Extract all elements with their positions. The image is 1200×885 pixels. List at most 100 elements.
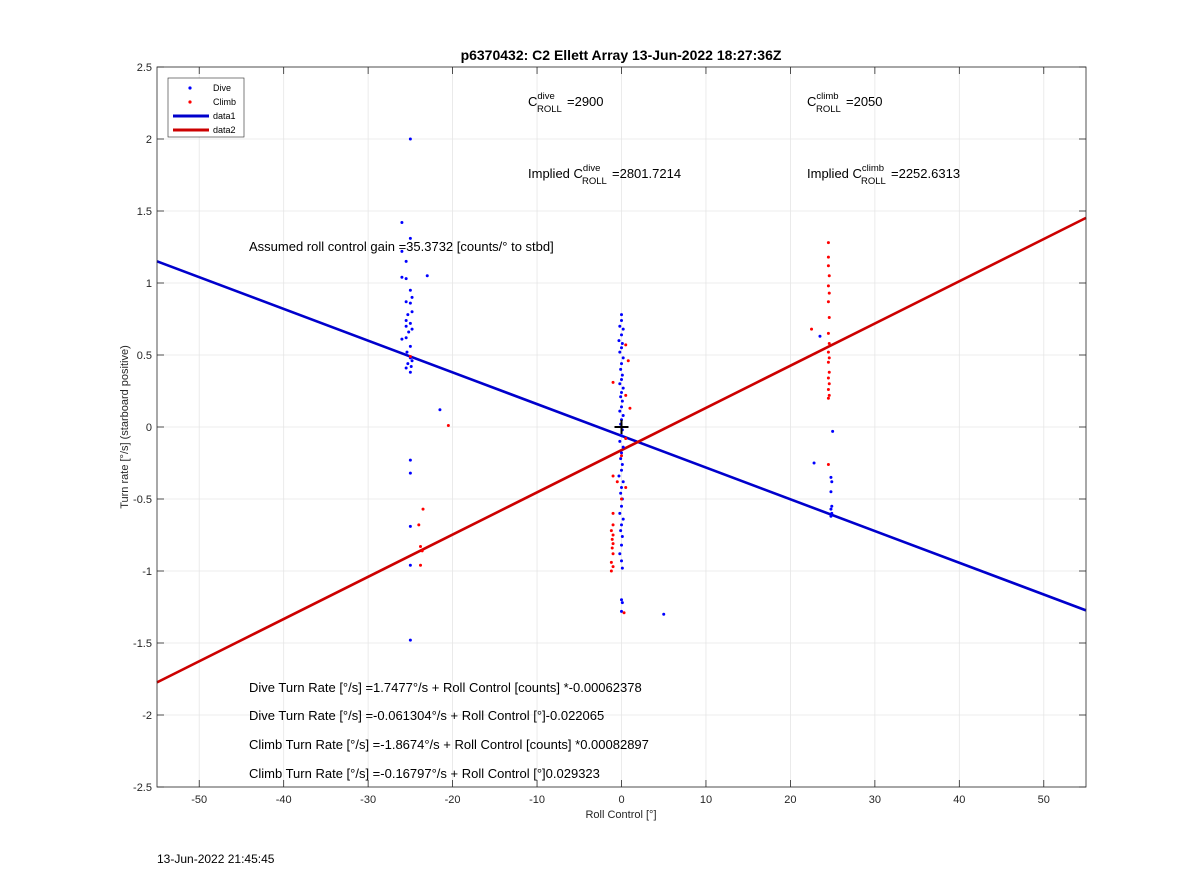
x-tick-label: 40	[953, 794, 965, 806]
point-climb	[611, 474, 615, 478]
x-tick-label: 10	[700, 794, 712, 806]
annotation-eq-dive-counts: Dive Turn Rate [°/s] =1.7477°/s + Roll C…	[249, 680, 642, 695]
point-dive	[404, 336, 408, 340]
footer-timestamp: 13-Jun-2022 21:45:45	[157, 852, 275, 866]
point-dive	[618, 439, 622, 443]
point-climb	[827, 356, 831, 360]
y-tick-label: -2.5	[133, 782, 152, 794]
point-climb	[611, 511, 615, 515]
point-climb	[624, 393, 628, 397]
point-dive	[620, 543, 623, 547]
annotation-eq-climb-counts: Climb Turn Rate [°/s] =-1.8674°/s + Roll…	[249, 737, 649, 752]
point-dive	[408, 236, 412, 240]
point-dive	[620, 462, 624, 466]
point-dive	[406, 313, 410, 317]
point-climb	[826, 462, 830, 466]
point-climb	[610, 537, 614, 541]
point-dive	[404, 259, 408, 263]
point-climb	[611, 552, 615, 556]
point-dive	[830, 480, 834, 484]
point-climb	[827, 316, 831, 320]
point-dive	[620, 504, 623, 508]
point-dive	[662, 612, 666, 616]
y-tick-label: 1	[146, 278, 152, 290]
point-dive	[618, 511, 622, 515]
y-tick-label: -1.5	[133, 638, 152, 650]
point-dive	[620, 566, 624, 570]
point-dive	[409, 365, 413, 369]
point-dive	[620, 485, 623, 489]
point-climb	[620, 454, 623, 458]
point-dive	[620, 598, 623, 602]
point-dive	[407, 330, 411, 334]
point-dive	[400, 337, 404, 341]
point-climb	[826, 350, 830, 354]
legend-climb-label: Climb	[213, 97, 236, 107]
point-climb	[610, 546, 614, 550]
x-tick-label: -20	[445, 794, 461, 806]
point-dive	[404, 318, 408, 322]
point-dive	[621, 386, 625, 390]
point-dive	[620, 534, 624, 538]
point-dive	[410, 295, 414, 299]
point-dive	[618, 382, 622, 386]
point-dive	[620, 405, 623, 409]
x-tick-label: -10	[529, 794, 545, 806]
point-dive	[818, 334, 822, 338]
point-dive	[830, 504, 834, 508]
y-axis-label: Turn rate [°/s] (starboard positive)	[119, 345, 131, 509]
point-dive	[618, 552, 622, 556]
point-climb	[418, 563, 422, 567]
point-dive	[408, 524, 412, 528]
point-climb	[609, 569, 613, 573]
x-tick-label: -40	[276, 794, 292, 806]
point-dive	[829, 490, 833, 494]
point-dive	[619, 367, 623, 371]
annotation-eq-climb-deg: Climb Turn Rate [°/s] =-0.16797°/s + Rol…	[249, 766, 600, 781]
y-tick-label: -1	[142, 566, 152, 578]
point-dive	[408, 458, 412, 462]
point-climb	[611, 533, 615, 537]
y-tick-label: 2	[146, 134, 152, 146]
ticks: -50 -40 -30 -20 -10 0 10 20 30 40 50-2.5-2-1.5-1-0…	[133, 62, 1086, 806]
point-dive	[408, 638, 412, 642]
legend-box	[167, 77, 245, 138]
x-tick-label: 20	[784, 794, 796, 806]
point-dive	[619, 457, 623, 461]
point-dive	[620, 390, 623, 394]
point-dive	[620, 362, 623, 366]
point-dive	[620, 333, 623, 337]
point-dive	[829, 507, 833, 511]
point-climb	[826, 396, 830, 400]
point-dive	[620, 609, 623, 613]
point-climb	[624, 485, 628, 489]
point-climb	[609, 560, 613, 564]
point-dive	[400, 275, 404, 279]
point-dive	[621, 445, 625, 449]
point-dive	[620, 601, 624, 605]
point-climb	[420, 549, 424, 553]
legend-data1-label: data1	[213, 111, 236, 121]
point-dive	[408, 137, 412, 141]
point-climb	[446, 424, 450, 428]
point-climb	[628, 406, 632, 410]
point-climb	[826, 388, 830, 392]
point-dive	[620, 434, 623, 438]
point-dive	[812, 461, 816, 465]
point-dive	[830, 511, 834, 515]
point-climb	[827, 291, 831, 295]
point-climb	[611, 380, 615, 384]
y-tick-label: 0	[146, 422, 152, 434]
point-climb	[611, 542, 615, 546]
y-tick-label: -0.5	[133, 494, 152, 506]
y-tick-label: 1.5	[137, 206, 152, 218]
point-dive	[408, 344, 412, 348]
y-tick-label: -2	[142, 710, 152, 722]
annotation-gain: Assumed roll control gain =35.3732 [coun…	[249, 239, 554, 254]
point-dive	[620, 373, 624, 377]
point-dive	[400, 221, 404, 225]
point-dive	[620, 346, 623, 350]
point-climb	[609, 529, 613, 533]
point-dive	[829, 475, 833, 479]
